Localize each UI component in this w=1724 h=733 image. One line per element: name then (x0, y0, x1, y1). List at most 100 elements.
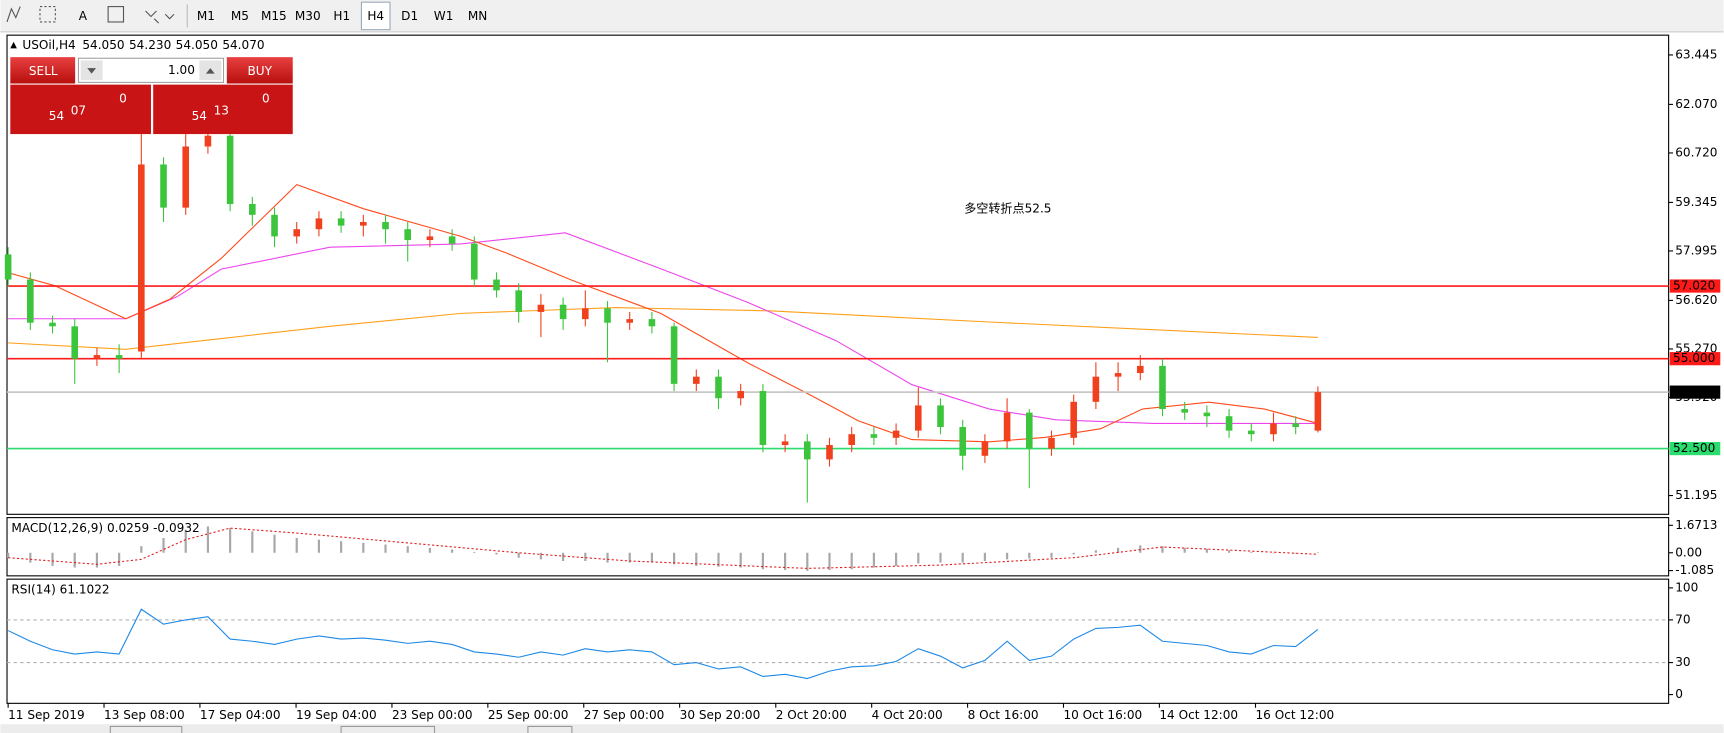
macd-bar (184, 529, 187, 553)
ask-box[interactable] (153, 84, 293, 135)
sell-button[interactable] (10, 57, 76, 84)
macd-bar (539, 552, 543, 560)
level-label: 55.000 (1673, 351, 1715, 365)
bid-box[interactable] (10, 84, 151, 135)
macd-panel (6, 517, 1670, 577)
macd-bar (1272, 552, 1275, 554)
x-tick-label: 8 Oct 16:00 (968, 708, 1039, 722)
macd-bar (1005, 552, 1009, 560)
candle-body (537, 304, 545, 312)
timeframe-button[interactable]: H1 (333, 9, 350, 23)
tools-icon[interactable] (145, 10, 175, 24)
chart-icon[interactable] (6, 6, 21, 23)
timeframe-button[interactable]: W1 (434, 9, 454, 23)
text-tool[interactable]: A (79, 9, 88, 23)
macd-bar (51, 552, 54, 566)
y-tick-label: 100 (1675, 580, 1698, 594)
macd-bar (384, 544, 387, 553)
level-label: 54.070 (1673, 385, 1715, 399)
candle-body (1247, 430, 1255, 435)
candle-body (959, 427, 966, 456)
one-click-trading: SELL 1.00 BUY 54 07 0 54 13 0 (10, 57, 293, 135)
sell-label: SELL (29, 64, 58, 78)
period-icon[interactable] (107, 6, 125, 23)
macd-bar (1161, 546, 1164, 553)
candle-body (1136, 365, 1144, 374)
candle-body (648, 319, 656, 327)
macd-bar (1205, 548, 1208, 553)
candle-body (1203, 412, 1211, 417)
chart-tabs[interactable] (109, 725, 573, 733)
timeframe-button[interactable]: M15 (261, 9, 287, 23)
macd-bar (229, 528, 232, 553)
timeframe-button[interactable]: M5 (231, 9, 249, 23)
candle-body (715, 376, 722, 399)
macd-bar (251, 531, 254, 553)
high-price: 54.230 (129, 38, 171, 52)
bid-fraction: 0 (119, 91, 127, 105)
collapse-arrow[interactable] (10, 41, 17, 49)
y-tick-label: 1.6713 (1675, 518, 1717, 532)
macd-bar (806, 552, 809, 571)
toolbar-icons (6, 4, 188, 28)
macd-bar (961, 552, 964, 563)
candle-body (693, 376, 700, 384)
macd-bar (650, 552, 654, 563)
x-tick-label: 25 Sep 00:00 (488, 708, 569, 722)
macd-bar (1250, 551, 1253, 553)
buy-label: BUY (248, 64, 273, 78)
timeframe-button[interactable]: D1 (401, 9, 418, 23)
candle-body (448, 236, 456, 244)
candle-body (515, 290, 523, 312)
candle-body (404, 229, 412, 240)
x-tick-label: 19 Sep 04:00 (296, 708, 377, 722)
x-tick-label: 27 Sep 00:00 (584, 708, 665, 722)
candle-body (1048, 437, 1055, 449)
macd-bar (95, 552, 99, 568)
level-label-box (1669, 352, 1721, 366)
candle-body (471, 243, 478, 280)
candle-body (626, 319, 634, 323)
timeframe-button[interactable]: M30 (295, 9, 321, 23)
macd-bar (1183, 547, 1186, 553)
timeframe-button[interactable]: H4 (367, 9, 384, 23)
candle-body (759, 391, 767, 446)
macd-bar (983, 552, 986, 561)
macd-bar (340, 541, 343, 553)
symbol: USOil,H4 (22, 38, 75, 52)
template-icon[interactable] (39, 6, 56, 23)
macd-bar (717, 552, 720, 567)
moving-average (8, 307, 1318, 350)
macd-bar (850, 552, 853, 570)
candle-body (1159, 365, 1166, 410)
ask-fraction: 0 (262, 91, 270, 105)
timeframe-bar: M1 M5 M15 M30 H1 H4 D1 W1 MN (197, 1, 487, 31)
level-label-box (1669, 385, 1721, 399)
macd-bar (295, 537, 298, 553)
macd-bar (7, 552, 10, 558)
macd-bar (473, 551, 476, 553)
lot-value: 1.00 (168, 63, 195, 77)
moving-average (7, 183, 1319, 443)
macd-bar (362, 542, 365, 553)
rsi-line (7, 608, 1319, 680)
annotation: 多空转折点52.5 (964, 200, 1051, 215)
low-price: 54.050 (176, 38, 218, 52)
macd-bar (872, 552, 875, 568)
timeframe-button[interactable]: M1 (197, 9, 215, 23)
buy-button[interactable] (226, 57, 293, 84)
y-tick-label: 70 (1675, 612, 1690, 626)
macd-bar (939, 552, 942, 563)
macd-bar (406, 546, 409, 553)
macd-bar (673, 552, 676, 565)
macd-bar (1072, 552, 1075, 555)
timeframe-button[interactable]: MN (468, 9, 487, 23)
candle-body (1270, 423, 1277, 435)
x-tick-label: 17 Sep 04:00 (200, 708, 281, 722)
candle-body (1314, 392, 1322, 431)
candle-body (226, 135, 234, 205)
candle-body (826, 445, 833, 460)
x-tick-label: 30 Sep 20:00 (680, 708, 761, 722)
candle-body (937, 405, 944, 428)
